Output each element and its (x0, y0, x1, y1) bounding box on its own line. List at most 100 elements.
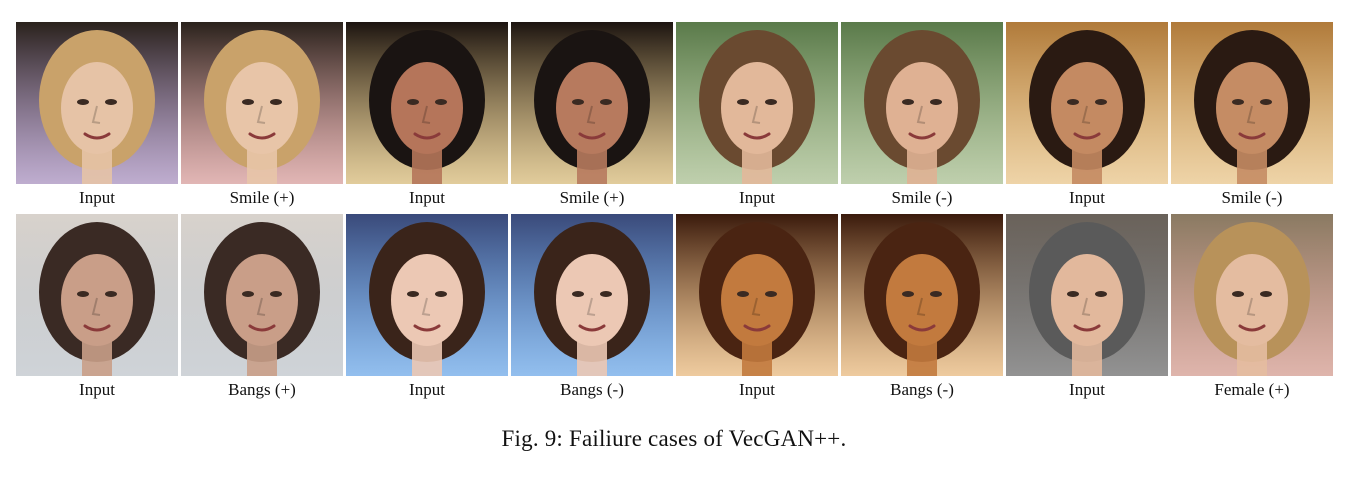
portrait-nose (1081, 297, 1091, 316)
portrait-eye (105, 291, 117, 297)
portrait-graphic (1006, 214, 1168, 376)
portrait-face (1051, 62, 1123, 154)
portrait-eye (1260, 99, 1272, 105)
portrait-mouth (248, 324, 276, 332)
portrait-eye (407, 99, 419, 105)
portrait-mouth (83, 324, 111, 332)
face-image (16, 22, 178, 184)
figure-cell: Input (1006, 22, 1168, 210)
cell-label: Smile (+) (229, 188, 295, 207)
figure-row-2: Input Bangs (+) Input Bangs (-) Input Ba… (16, 214, 1333, 402)
portrait-face (226, 62, 298, 154)
portrait-eye (242, 291, 254, 297)
portrait-mouth (1238, 324, 1266, 332)
portrait-mouth (413, 132, 441, 140)
cell-label: Input (739, 188, 775, 207)
figure-cell: Smile (+) (181, 22, 343, 210)
portrait-eye (105, 99, 117, 105)
portrait-face (1051, 254, 1123, 346)
figure-cell: Input (16, 22, 178, 210)
portrait-eye (1232, 99, 1244, 105)
portrait-eye (930, 291, 942, 297)
portrait-face (391, 62, 463, 154)
cell-label: Input (739, 380, 775, 399)
portrait-eye (902, 291, 914, 297)
figure-caption: Fig. 9: Failiure cases of VecGAN++. (501, 426, 847, 451)
face-image (1006, 22, 1168, 184)
portrait-mouth (413, 324, 441, 332)
portrait-mouth (1238, 132, 1266, 140)
portrait-eye (435, 291, 447, 297)
figure-cell: Bangs (-) (841, 214, 1003, 402)
portrait-nose (421, 297, 431, 316)
cell-label: Input (409, 380, 445, 399)
portrait-mouth (1073, 132, 1101, 140)
figure-cell: Smile (+) (511, 22, 673, 210)
portrait-nose (916, 297, 926, 316)
portrait-face (886, 254, 958, 346)
face-image (511, 22, 673, 184)
portrait-face (391, 254, 463, 346)
portrait-nose (586, 297, 596, 316)
portrait-graphic (181, 214, 343, 376)
portrait-graphic (1171, 214, 1333, 376)
portrait-eye (572, 291, 584, 297)
portrait-nose (1246, 105, 1256, 124)
portrait-mouth (1073, 324, 1101, 332)
cell-label: Smile (+) (559, 188, 625, 207)
figure-cell: Input (346, 214, 508, 402)
cell-label: Input (1069, 188, 1105, 207)
portrait-graphic (1171, 22, 1333, 184)
portrait-face (61, 254, 133, 346)
portrait-face (556, 254, 628, 346)
portrait-nose (751, 297, 761, 316)
portrait-eye (270, 99, 282, 105)
portrait-eye (1067, 291, 1079, 297)
figure-cell: Bangs (-) (511, 214, 673, 402)
figure-row-1: Input Smile (+) Input Smile (+) Input Sm… (16, 22, 1333, 210)
portrait-graphic (676, 214, 838, 376)
portrait-mouth (743, 324, 771, 332)
cell-label: Bangs (-) (890, 380, 954, 399)
face-image (676, 214, 838, 376)
figure-cell: Input (16, 214, 178, 402)
portrait-face (226, 254, 298, 346)
portrait-face (556, 62, 628, 154)
face-image (841, 214, 1003, 376)
cell-label: Smile (-) (1221, 188, 1283, 207)
cell-label: Input (409, 188, 445, 207)
face-image (841, 22, 1003, 184)
figure-cell: Input (346, 22, 508, 210)
portrait-eye (765, 291, 777, 297)
face-image (1171, 214, 1333, 376)
portrait-eye (1067, 99, 1079, 105)
portrait-graphic (511, 214, 673, 376)
cell-label: Input (1069, 380, 1105, 399)
portrait-graphic (841, 214, 1003, 376)
portrait-eye (737, 291, 749, 297)
portrait-mouth (908, 324, 936, 332)
portrait-nose (91, 105, 101, 124)
figure-cell: Input (676, 22, 838, 210)
portrait-eye (737, 99, 749, 105)
portrait-face (886, 62, 958, 154)
face-image (511, 214, 673, 376)
portrait-eye (1232, 291, 1244, 297)
portrait-graphic (511, 22, 673, 184)
figure-grid: Input Smile (+) Input Smile (+) Input Sm… (16, 22, 1333, 402)
portrait-face (721, 254, 793, 346)
portrait-graphic (16, 214, 178, 376)
portrait-face (1216, 62, 1288, 154)
portrait-graphic (16, 22, 178, 184)
portrait-nose (256, 105, 266, 124)
portrait-eye (902, 99, 914, 105)
portrait-eye (77, 99, 89, 105)
face-image (1006, 214, 1168, 376)
portrait-nose (751, 105, 761, 124)
portrait-eye (242, 99, 254, 105)
portrait-eye (1095, 99, 1107, 105)
portrait-eye (1095, 291, 1107, 297)
cell-label: Smile (-) (891, 188, 953, 207)
portrait-eye (270, 291, 282, 297)
cell-label: Input (79, 188, 115, 207)
